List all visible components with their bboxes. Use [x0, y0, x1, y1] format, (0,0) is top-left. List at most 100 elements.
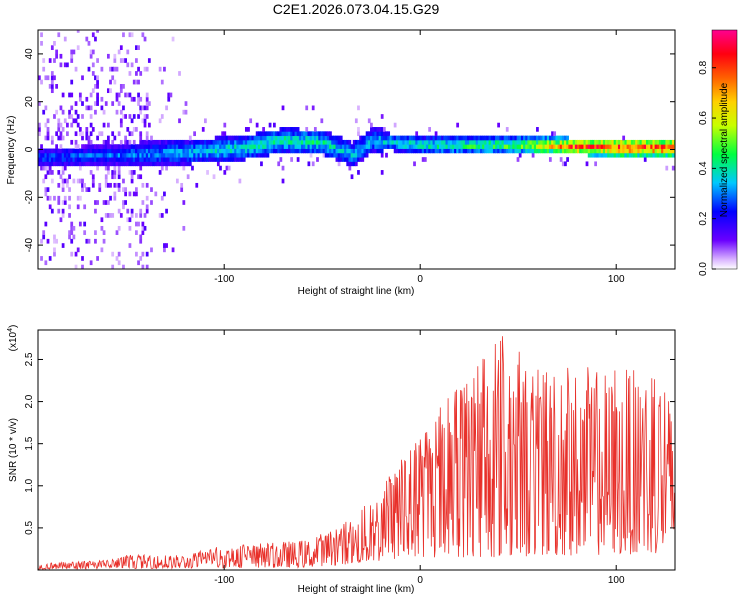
heatmap-cell: [370, 135, 373, 141]
heatmap-cell: [201, 127, 205, 132]
heatmap-cell: [117, 208, 121, 214]
heatmap-cell: [132, 144, 136, 149]
heatmap-cell: [529, 135, 533, 141]
heatmap-cell: [613, 152, 617, 158]
heatmap-cell: [150, 139, 153, 145]
heatmap-cell: [296, 135, 300, 141]
heatmap-cell: [106, 148, 110, 154]
heatmap-cell: [117, 157, 121, 162]
heatmap-cell: [639, 152, 643, 158]
heatmap-cell: [594, 139, 598, 145]
heatmap-cell: [55, 53, 59, 59]
heatmap-cell: [50, 71, 54, 76]
heatmap-cell: [50, 170, 54, 175]
heatmap-cell: [158, 170, 162, 175]
heatmap-cell: [630, 148, 634, 154]
heatmap-cell: [313, 144, 317, 149]
heatmap-cell: [309, 135, 313, 141]
heatmap-cell: [624, 144, 628, 149]
colorbar-label: Normalized spectral amplitude: [719, 82, 730, 217]
heatmap-cell: [288, 131, 291, 137]
heatmap-cell: [126, 148, 130, 154]
heatmap-cell: [370, 139, 373, 145]
heatmap-cell: [518, 152, 522, 158]
heatmap-cell: [350, 174, 354, 180]
heatmap-cell: [285, 139, 289, 145]
heatmap-cell: [544, 139, 548, 145]
heatmap-cell: [268, 139, 272, 145]
heatmap-cell: [473, 144, 477, 149]
heatmap-cell: [262, 144, 265, 149]
heatmap-cell: [645, 144, 649, 149]
heatmap-cell: [523, 139, 526, 145]
heatmap-cell: [426, 139, 429, 145]
heatmap-cell: [294, 148, 298, 154]
heatmap-cell: [667, 139, 671, 145]
heatmap-cell: [106, 144, 110, 149]
heatmap-cell: [387, 135, 391, 141]
heatmap-cell: [152, 157, 156, 162]
heatmap-cell: [665, 144, 669, 149]
heatmap-cell: [160, 161, 164, 167]
heatmap-cell: [206, 152, 209, 158]
heatmap-cell: [57, 182, 61, 188]
heatmap-cell: [180, 187, 184, 192]
heatmap-cell: [277, 161, 281, 167]
heatmap-cell: [242, 144, 246, 149]
heatmap-cell: [533, 144, 537, 149]
heatmap-cell: [400, 148, 403, 154]
y-tick-label: -20: [24, 190, 35, 205]
heatmap-cell: [98, 144, 102, 149]
heatmap-cell: [89, 92, 93, 98]
heatmap-cell: [574, 148, 578, 154]
heatmap-cell: [354, 157, 358, 162]
heatmap-cell: [311, 131, 315, 137]
heatmap-cell: [357, 152, 360, 158]
heatmap-cell: [318, 131, 322, 137]
heatmap-cell: [288, 148, 291, 154]
heatmap-cell: [436, 135, 440, 141]
heatmap-cell: [432, 135, 436, 141]
heatmap-cell: [594, 161, 598, 167]
heatmap-cell: [94, 161, 97, 167]
heatmap-cell: [255, 148, 259, 154]
heatmap-cell: [324, 148, 328, 154]
heatmap-cell: [385, 144, 388, 149]
heatmap-cell: [68, 234, 71, 240]
heatmap-cell: [106, 161, 110, 167]
heatmap-cell: [152, 139, 156, 145]
heatmap-cell: [402, 139, 406, 145]
heatmap-cell: [81, 144, 84, 149]
heatmap-cell: [413, 144, 416, 149]
heatmap-cell: [135, 58, 138, 63]
heatmap-cell: [111, 152, 115, 158]
heatmap-cell: [117, 148, 121, 154]
heatmap-cell: [421, 144, 425, 149]
heatmap-cell: [458, 139, 462, 145]
heatmap-cell: [104, 139, 108, 145]
heatmap-cell: [81, 264, 84, 269]
heatmap-cell: [66, 148, 69, 154]
heatmap-cell: [89, 53, 93, 59]
heatmap-cell: [96, 101, 99, 106]
heatmap-cell: [70, 221, 74, 227]
heatmap-cell: [244, 144, 248, 149]
heatmap-cell: [68, 174, 71, 180]
heatmap-cell: [102, 139, 106, 145]
heatmap-cell: [40, 256, 43, 261]
heatmap-cell: [122, 84, 125, 89]
heatmap-cell: [536, 135, 539, 141]
heatmap-cell: [96, 58, 99, 63]
heatmap-cell: [313, 131, 317, 137]
heatmap-cell: [59, 152, 63, 158]
heatmap-cell: [229, 135, 233, 141]
heatmap-cell: [630, 139, 634, 145]
heatmap-cell: [645, 148, 649, 154]
heatmap-cell: [61, 208, 65, 214]
heatmap-cell: [147, 101, 151, 106]
heatmap-cell: [46, 238, 50, 244]
heatmap-cell: [57, 208, 61, 214]
heatmap-cell: [477, 144, 481, 149]
heatmap-cell: [617, 139, 621, 145]
heatmap-cell: [128, 161, 132, 167]
